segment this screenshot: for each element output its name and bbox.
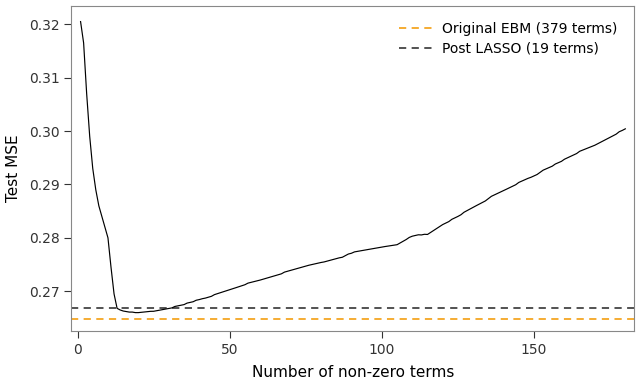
Post LASSO (19 terms) <box>77 306 84 311</box>
Post LASSO (19 terms) <box>74 306 81 311</box>
Original EBM (379 terms) <box>77 317 84 321</box>
Original EBM (379 terms) <box>74 317 81 321</box>
Y-axis label: Test MSE: Test MSE <box>6 135 20 202</box>
Legend: Original EBM (379 terms), Post LASSO (19 terms): Original EBM (379 terms), Post LASSO (19… <box>394 17 623 61</box>
X-axis label: Number of non-zero terms: Number of non-zero terms <box>252 366 454 381</box>
